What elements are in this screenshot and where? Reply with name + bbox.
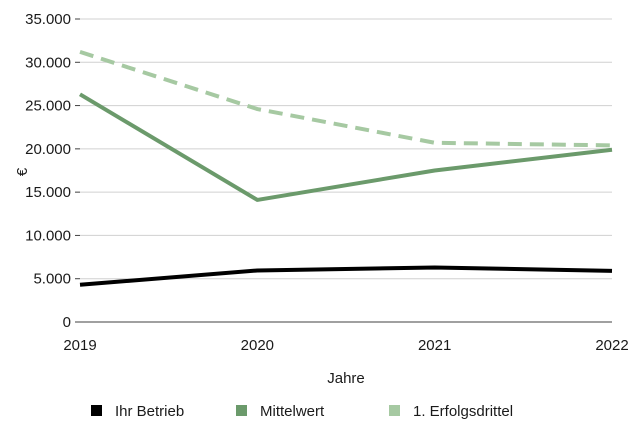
series-line-0 [79,265,613,287]
y-tick-label: 10.000 [25,227,71,244]
legend-label: Mittelwert [260,403,325,420]
legend-swatch [236,405,247,416]
legend: Ihr Betrieb Mittelwert 1. Erfolgsdrittel [91,403,513,420]
x-tick-label: 2019 [63,337,96,354]
y-tick-label: 30.000 [25,54,71,71]
x-axis-tick-labels: 2019 2020 2021 2022 [63,337,628,354]
gridlines [75,18,612,323]
y-tick-label: 0 [63,314,71,331]
series-lines [78,49,613,287]
x-axis-title: Jahre [327,370,365,387]
legend-swatch [91,405,102,416]
series-line-1 [78,92,613,202]
y-axis-tick-labels: 0 5.000 10.000 15.000 20.000 25.000 30.000 35.0… [25,11,71,331]
y-tick-label: 5.000 [33,271,71,288]
y-axis-title: € [14,167,31,176]
series-line-2 [79,49,613,148]
legend-label: 1. Erfolgsdrittel [413,403,513,420]
y-tick-label: 35.000 [25,11,71,28]
y-tick-label: 25.000 [25,98,71,115]
y-tick-label: 15.000 [25,184,71,201]
legend-label: Ihr Betrieb [115,403,184,420]
x-tick-label: 2020 [241,337,274,354]
x-tick-label: 2021 [418,337,451,354]
y-tick-label: 20.000 [25,141,71,158]
x-tick-label: 2022 [595,337,628,354]
legend-swatch [389,405,400,416]
